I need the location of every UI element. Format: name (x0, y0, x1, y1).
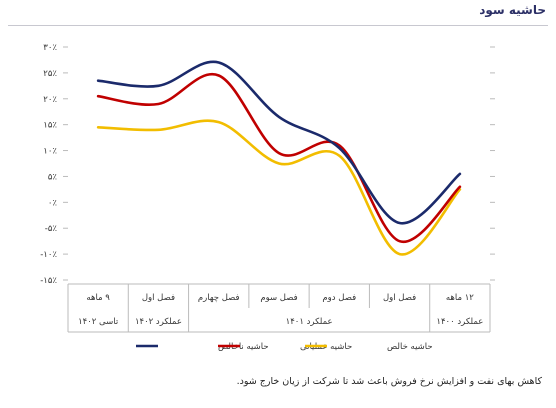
footnote: کاهش بهای نفت و افزایش نرخ فروش باعث شد … (236, 376, 542, 387)
series-line (96, 60, 462, 225)
x-category-label: ۱۲ ماهه (446, 293, 474, 303)
y-tick-label: ۲۰٪ (43, 95, 57, 105)
y-tick-label: ۰٪ (48, 198, 58, 208)
y-tick-label: ۳۰٪ (43, 43, 57, 53)
x-group-label: عملکرد ۱۴۰۰ (436, 317, 483, 327)
y-tick-label: -۱۵٪ (40, 276, 57, 286)
chart-title: حاشیه سود (479, 3, 546, 17)
legend-label: حاشیه خالص (387, 342, 433, 352)
x-category-label: فصل سوم (260, 293, 297, 303)
x-group-label: تاسی ۱۴۰۲ (78, 317, 119, 327)
title-divider (8, 25, 548, 26)
series-line (96, 72, 462, 243)
x-category-label: فصل چهارم (198, 293, 240, 303)
x-category-label: فصل اول (383, 293, 416, 303)
y-tick-label: ۵٪ (48, 172, 58, 182)
legend-label: حاشیه ناخالص (218, 342, 269, 352)
x-group-label: عملکرد ۱۴۰۱ (286, 317, 333, 327)
x-category-label: فصل اول (142, 293, 175, 303)
y-tick-label: ۱۵٪ (43, 121, 57, 131)
x-category-label: فصل دوم (322, 293, 356, 303)
y-tick-label: ۱۰٪ (43, 147, 57, 157)
x-category-label: ۹ ماهه (86, 293, 110, 303)
series-line (96, 119, 462, 256)
y-tick-label: ۲۵٪ (43, 69, 57, 79)
y-tick-label: -۵٪ (45, 224, 58, 234)
x-group-label: عملکرد ۱۴۰۲ (135, 317, 182, 327)
y-tick-label: -۱۰٪ (40, 250, 57, 260)
